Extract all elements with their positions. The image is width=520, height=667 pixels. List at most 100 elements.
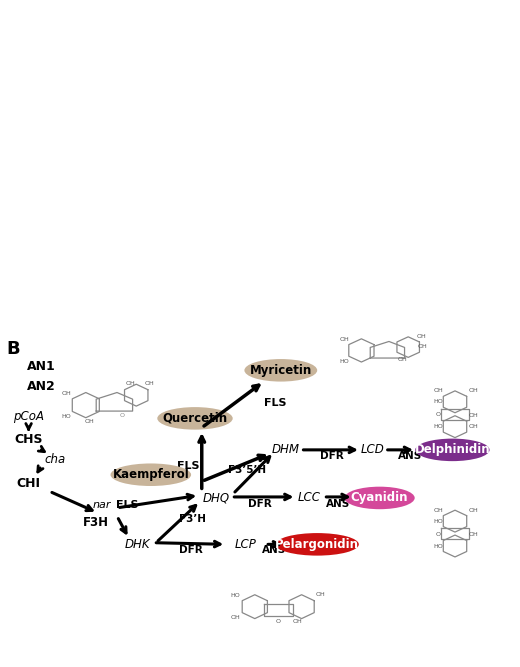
Text: OH: OH bbox=[434, 388, 443, 393]
Text: 60%: 60% bbox=[127, 141, 144, 151]
Text: Myricetin: Myricetin bbox=[250, 364, 312, 377]
Text: O: O bbox=[436, 532, 441, 537]
Text: 85%: 85% bbox=[367, 175, 383, 184]
Text: 85%: 85% bbox=[367, 57, 383, 67]
Text: OH: OH bbox=[340, 337, 349, 342]
Text: HO: HO bbox=[434, 400, 443, 404]
Text: FLS: FLS bbox=[177, 462, 200, 472]
Text: QM25: QM25 bbox=[369, 338, 395, 347]
Text: 95%: 95% bbox=[367, 319, 383, 328]
Text: 95%: 95% bbox=[127, 209, 144, 217]
Text: DHQ: DHQ bbox=[202, 492, 229, 504]
Text: OH: OH bbox=[85, 418, 94, 424]
Text: ♂: ♂ bbox=[278, 105, 289, 118]
Text: LCD: LCD bbox=[360, 444, 384, 456]
Text: ♀: ♀ bbox=[160, 115, 170, 123]
Text: DFR: DFR bbox=[248, 498, 272, 508]
Text: pCoA: pCoA bbox=[13, 410, 44, 424]
Text: nar: nar bbox=[92, 500, 111, 510]
Text: Delphinidin: Delphinidin bbox=[414, 444, 490, 456]
Text: DFR: DFR bbox=[179, 545, 203, 555]
Text: OH: OH bbox=[418, 344, 427, 349]
Text: OH: OH bbox=[417, 334, 426, 339]
Text: ANS: ANS bbox=[398, 450, 422, 460]
Text: A: A bbox=[6, 9, 20, 27]
Text: FLS: FLS bbox=[264, 398, 287, 408]
Text: ANS: ANS bbox=[326, 498, 350, 508]
Text: OH: OH bbox=[469, 414, 478, 418]
Text: HO: HO bbox=[434, 424, 443, 430]
Text: 60%: 60% bbox=[127, 252, 144, 261]
Text: OH: OH bbox=[469, 424, 478, 430]
Text: OH: OH bbox=[145, 381, 154, 386]
Text: OH: OH bbox=[469, 508, 478, 513]
Text: 5cm (side views): 5cm (side views) bbox=[403, 87, 464, 94]
Text: AN1: AN1 bbox=[27, 360, 56, 374]
Text: Pelargonidin: Pelargonidin bbox=[275, 538, 359, 551]
Text: CHI: CHI bbox=[17, 476, 41, 490]
Text: O: O bbox=[436, 412, 441, 417]
Text: Quercetin: Quercetin bbox=[162, 412, 228, 425]
Text: FLS: FLS bbox=[116, 500, 139, 510]
Text: N. tabacum: N. tabacum bbox=[283, 229, 335, 237]
Text: OH: OH bbox=[316, 592, 325, 597]
Text: OH: OH bbox=[469, 388, 478, 393]
Text: LCP: LCP bbox=[235, 538, 257, 551]
Text: HO: HO bbox=[434, 544, 443, 549]
Text: natural
polyploids
(0.6 myo): natural polyploids (0.6 myo) bbox=[10, 151, 57, 184]
Text: B: B bbox=[6, 340, 20, 358]
Text: Kaempferol: Kaempferol bbox=[112, 468, 189, 481]
Text: N. tabacum: N. tabacum bbox=[125, 229, 177, 237]
Text: F3’H: F3’H bbox=[179, 514, 206, 524]
Text: OH: OH bbox=[434, 508, 443, 513]
Text: 095-55: 095-55 bbox=[152, 229, 187, 237]
Text: OH: OH bbox=[125, 381, 135, 386]
Text: OH: OH bbox=[231, 616, 240, 620]
Ellipse shape bbox=[158, 407, 233, 430]
Text: 95%: 95% bbox=[367, 209, 383, 217]
Text: ANS: ANS bbox=[262, 545, 286, 555]
Ellipse shape bbox=[415, 439, 490, 461]
Text: 95%: 95% bbox=[367, 91, 383, 100]
Text: 60%: 60% bbox=[367, 24, 383, 33]
Text: N. tomentosiformis: N. tomentosiformis bbox=[283, 115, 370, 123]
Text: 95%: 95% bbox=[127, 91, 144, 100]
Ellipse shape bbox=[110, 464, 191, 486]
Text: OH: OH bbox=[398, 358, 408, 362]
Text: X: X bbox=[255, 59, 270, 78]
Text: HO: HO bbox=[231, 593, 240, 598]
Ellipse shape bbox=[244, 359, 317, 382]
Ellipse shape bbox=[276, 533, 359, 556]
Text: LCC: LCC bbox=[298, 492, 321, 504]
Text: OH: OH bbox=[469, 532, 478, 537]
Text: synthetic
polyploids
(1st generation): synthetic polyploids (1st generation) bbox=[10, 267, 84, 299]
Text: 60%: 60% bbox=[367, 141, 383, 151]
Text: F3’5’H: F3’5’H bbox=[228, 465, 266, 475]
Text: OH: OH bbox=[62, 391, 71, 396]
Text: HO: HO bbox=[434, 519, 443, 524]
Text: HO: HO bbox=[340, 359, 349, 364]
Text: DHK: DHK bbox=[125, 538, 151, 551]
Text: HO: HO bbox=[62, 414, 71, 420]
Text: 85%: 85% bbox=[127, 285, 144, 295]
Ellipse shape bbox=[344, 487, 415, 509]
Text: 85%: 85% bbox=[367, 285, 383, 295]
Text: Cyanidin: Cyanidin bbox=[351, 492, 408, 504]
Text: OH: OH bbox=[293, 620, 303, 624]
Text: O: O bbox=[276, 620, 281, 624]
Text: AN2: AN2 bbox=[27, 380, 56, 394]
Text: 60%: 60% bbox=[367, 252, 383, 261]
Text: F3H: F3H bbox=[83, 516, 109, 530]
Text: N. sylvestris: N. sylvestris bbox=[125, 115, 180, 123]
Text: CHS: CHS bbox=[15, 434, 43, 446]
Text: cha: cha bbox=[44, 454, 65, 466]
Text: O: O bbox=[120, 414, 125, 418]
Text: diploid
progenitors: diploid progenitors bbox=[10, 43, 62, 64]
Text: DHM: DHM bbox=[272, 444, 300, 456]
Text: QM24: QM24 bbox=[148, 338, 174, 347]
Text: 1cm (front views): 1cm (front views) bbox=[427, 105, 491, 112]
Text: 95%: 95% bbox=[127, 319, 144, 328]
Text: ‘Chulumani’: ‘Chulumani’ bbox=[310, 229, 368, 237]
Text: 85%: 85% bbox=[127, 175, 144, 184]
Text: DFR: DFR bbox=[320, 450, 344, 460]
